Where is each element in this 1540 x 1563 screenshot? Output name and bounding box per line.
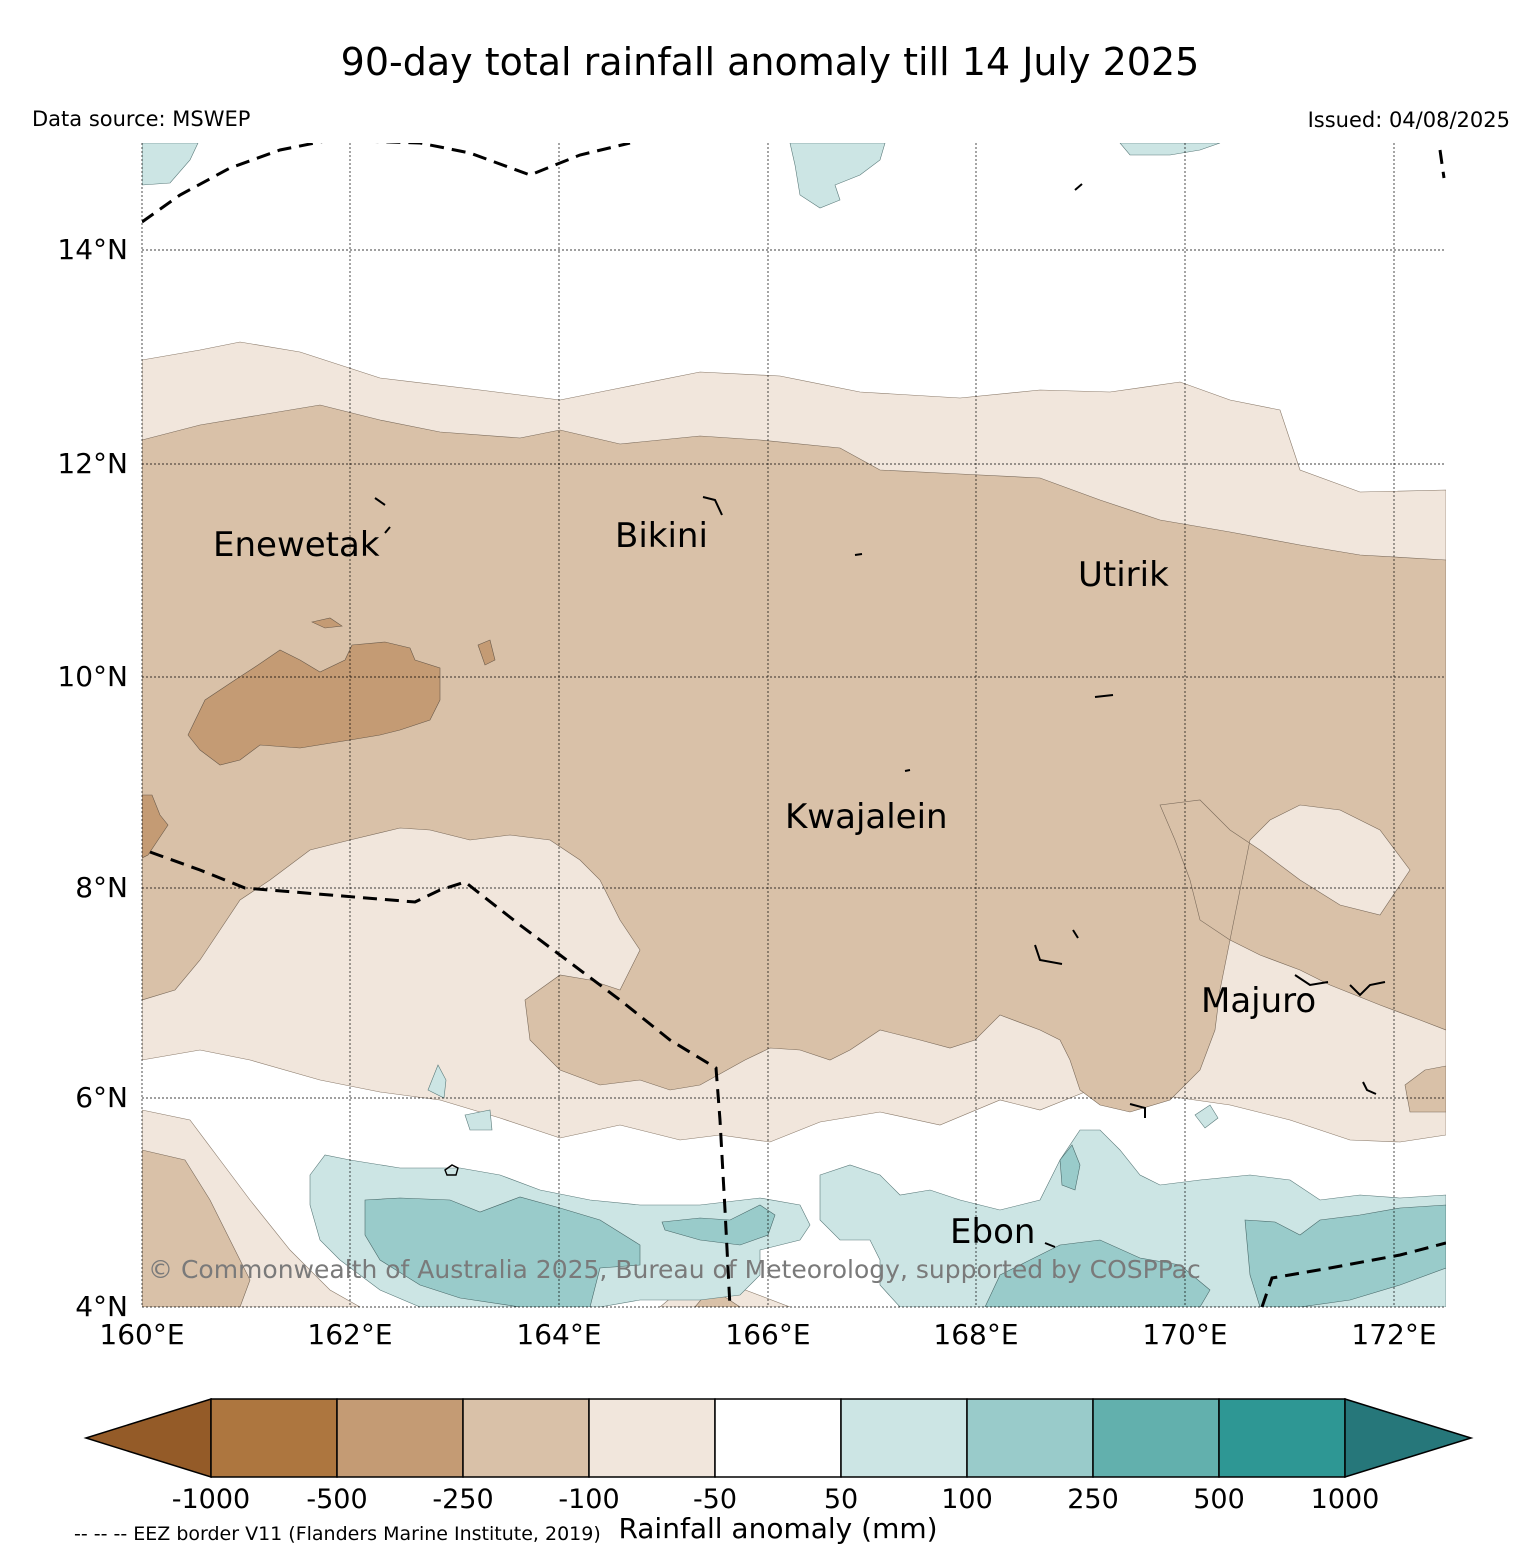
- eez-border: [142, 143, 1446, 1307]
- anomaly-zone-light-wet-n: [789, 143, 886, 209]
- copyright-notice: © Commonwealth of Australia 2025, Bureau…: [148, 1255, 1201, 1284]
- colorbar-arrow-low: [83, 1397, 212, 1479]
- lon-tick-160e: 160°E: [99, 1318, 184, 1351]
- colorbar-title: Rainfall anomaly (mm): [618, 1512, 938, 1545]
- colorbar-segment: [210, 1398, 338, 1478]
- colorbar-tick-label: -1000: [172, 1484, 250, 1515]
- anomaly-zone-very-dry-w: [142, 794, 169, 859]
- colorbar-segment: [336, 1398, 464, 1478]
- anomaly-zone-light-wet-small: [427, 1064, 447, 1099]
- anomaly-zone-light-wet-nw: [142, 143, 199, 186]
- colorbar-tick-label: 100: [941, 1484, 993, 1515]
- anomaly-zone-wet-small: [1059, 1144, 1081, 1191]
- anomaly-zone-very-dry-small: [477, 639, 496, 666]
- lat-tick-8n: 8°N: [75, 871, 128, 904]
- lon-tick-164e: 164°E: [516, 1318, 601, 1351]
- anomaly-zone-dry-sw: [142, 1149, 251, 1307]
- lon-tick-166e: 166°E: [725, 1318, 810, 1351]
- anomaly-zone-dry-se: [1404, 1065, 1446, 1113]
- colorbar: [83, 1397, 1474, 1479]
- anomaly-zone-wet-se: [1244, 1204, 1446, 1307]
- colorbar-tick-label: -50: [693, 1484, 737, 1515]
- data-source: Data source: MSWEP: [32, 107, 251, 131]
- colorbar-segment: [840, 1398, 968, 1478]
- lat-tick-10n: 10°N: [57, 660, 128, 693]
- label-majuro: Majuro: [1201, 981, 1316, 1021]
- lat-tick-6n: 6°N: [75, 1081, 128, 1114]
- colorbar-tick-label: 1000: [1311, 1484, 1380, 1515]
- colorbar-tick-label: -100: [558, 1484, 619, 1515]
- anomaly-zone-dry: [142, 404, 1446, 1113]
- anomaly-zone-light-wet-small3: [1194, 1104, 1219, 1129]
- colorbar-segment: [588, 1398, 716, 1478]
- island-outlines: [374, 183, 1386, 1248]
- lat-tick-4n: 4°N: [75, 1290, 128, 1323]
- colorbar-segment: [966, 1398, 1094, 1478]
- map-title: 90-day total rainfall anomaly till 14 Ju…: [340, 40, 1200, 84]
- lon-tick-172e: 172°E: [1351, 1318, 1436, 1351]
- lat-tick-12n: 12°N: [57, 447, 128, 480]
- colorbar-tick-label: 50: [824, 1484, 858, 1515]
- anomaly-zone-very-dry-small2: [311, 617, 343, 629]
- lon-tick-170e: 170°E: [1142, 1318, 1227, 1351]
- anomaly-zone-wet: [364, 1196, 641, 1307]
- issued-date: Issued: 04/08/2025: [1307, 108, 1510, 132]
- lat-tick-14n: 14°N: [57, 233, 128, 266]
- anomaly-zone-very-dry: [187, 641, 441, 766]
- colorbar-segment: [1218, 1398, 1346, 1478]
- graticule: [141, 143, 1446, 1308]
- anomaly-zone-wet-mid: [661, 1204, 776, 1246]
- label-ebon: Ebon: [950, 1212, 1035, 1252]
- anomaly-zone-wet-e: [984, 1239, 1211, 1307]
- colorbar-segment: [1092, 1398, 1220, 1478]
- lon-tick-168e: 168°E: [933, 1318, 1018, 1351]
- label-kwajalein: Kwajalein: [785, 797, 948, 837]
- colorbar-tick-label: -500: [306, 1484, 367, 1515]
- colorbar-tick-label: 250: [1067, 1484, 1119, 1515]
- colorbar-segment: [714, 1398, 842, 1478]
- lon-tick-162e: 162°E: [307, 1318, 392, 1351]
- colorbar-tick-label: 500: [1193, 1484, 1245, 1515]
- eez-legend-note: -- -- -- EEZ border V11 (Flanders Marine…: [74, 1523, 601, 1545]
- colorbar-labels: -1000 -500 -250 -100 -50 50 100 250 500 1000: [172, 1484, 1380, 1515]
- label-bikini: Bikini: [615, 516, 708, 556]
- colorbar-arrow-high: [1344, 1397, 1474, 1479]
- label-enewetak: Enewetak: [213, 525, 380, 565]
- colorbar-segment: [462, 1398, 590, 1478]
- label-utirik: Utirik: [1078, 555, 1169, 595]
- colorbar-tick-label: -250: [432, 1484, 493, 1515]
- anomaly-field: [142, 143, 1446, 1307]
- anomaly-zone-light-wet-small2: [464, 1109, 493, 1131]
